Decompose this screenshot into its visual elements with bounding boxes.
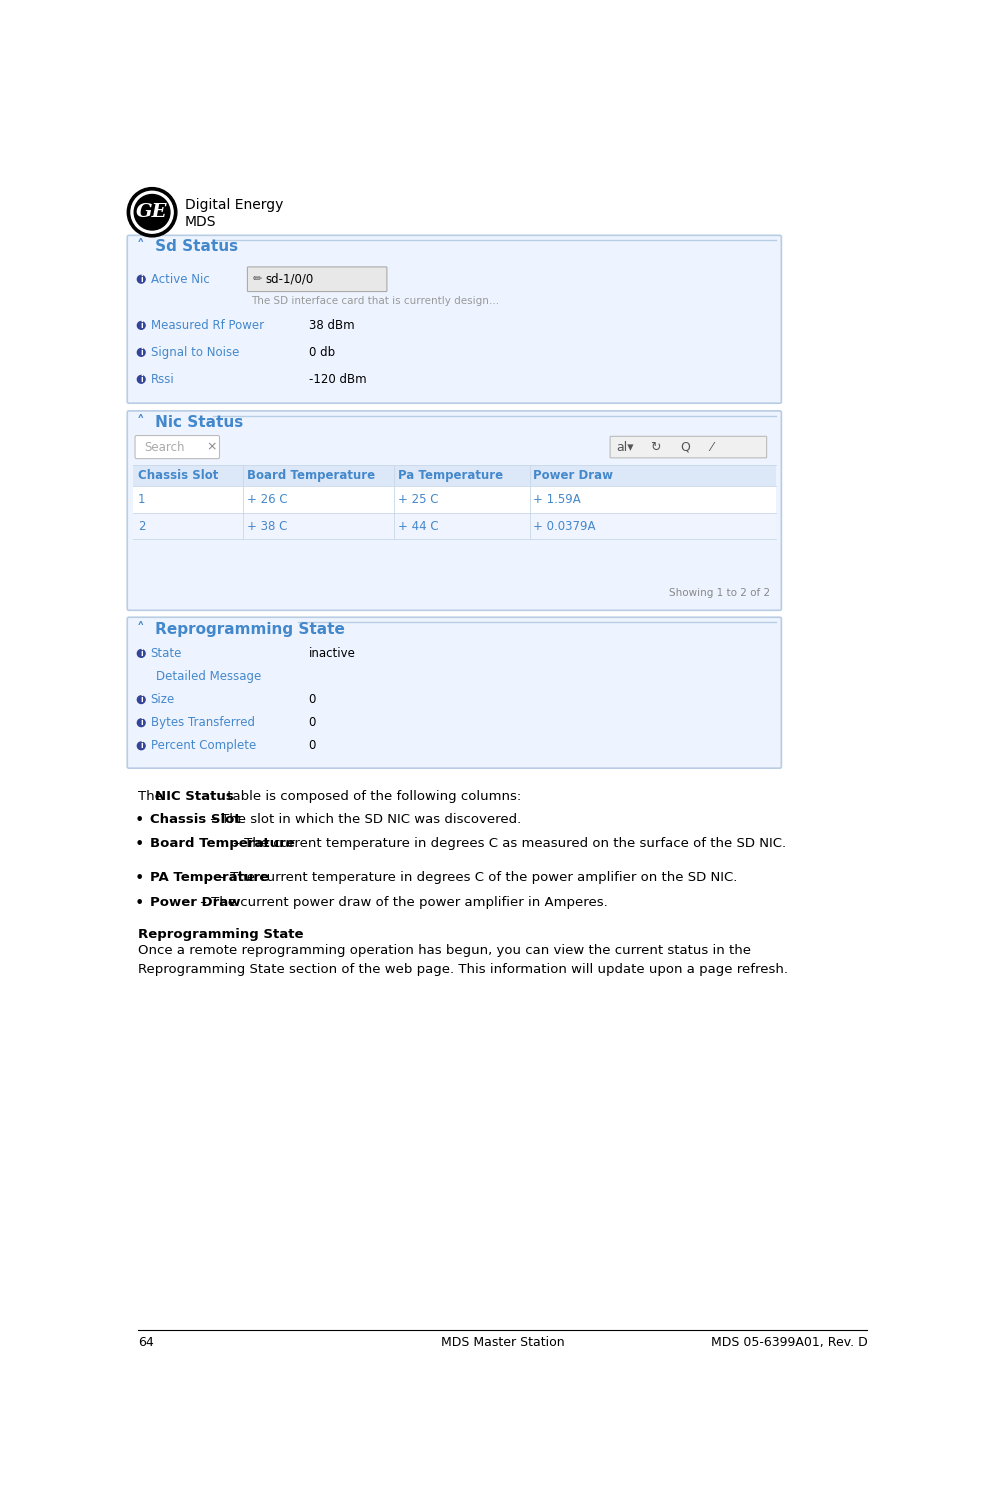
Text: i: i <box>140 375 142 384</box>
Text: ˄  Sd Status: ˄ Sd Status <box>136 239 237 254</box>
Text: The SD interface card that is currently design…: The SD interface card that is currently … <box>251 296 499 305</box>
Text: ˄  Reprogramming State: ˄ Reprogramming State <box>136 621 344 637</box>
Text: Size: Size <box>150 692 175 706</box>
Text: 0 db: 0 db <box>309 346 335 358</box>
FancyBboxPatch shape <box>128 617 782 768</box>
Text: + 1.59A: + 1.59A <box>534 493 581 505</box>
Text: Board Temperature: Board Temperature <box>246 469 375 482</box>
Text: + 38 C: + 38 C <box>246 520 287 532</box>
Text: 0: 0 <box>309 692 316 706</box>
FancyBboxPatch shape <box>132 464 776 485</box>
Text: 64: 64 <box>138 1337 154 1349</box>
Text: Search: Search <box>144 440 184 454</box>
Text: i: i <box>140 321 142 330</box>
Text: 2: 2 <box>138 520 145 532</box>
Text: + 44 C: + 44 C <box>397 520 439 532</box>
Text: i: i <box>140 696 142 705</box>
FancyBboxPatch shape <box>128 411 782 611</box>
Text: Board Temperature: Board Temperature <box>150 838 294 850</box>
Circle shape <box>137 349 145 357</box>
Text: i: i <box>140 718 142 727</box>
Circle shape <box>137 718 145 727</box>
Text: Once a remote reprogramming operation has begun, you can view the current status: Once a remote reprogramming operation ha… <box>138 943 788 975</box>
Text: State: State <box>150 647 181 659</box>
Text: inactive: inactive <box>309 647 355 659</box>
FancyBboxPatch shape <box>129 237 780 259</box>
FancyBboxPatch shape <box>610 437 766 458</box>
Text: Active Nic: Active Nic <box>150 272 209 286</box>
Text: Signal to Noise: Signal to Noise <box>150 346 239 358</box>
Text: i: i <box>140 741 142 750</box>
Text: Power Draw: Power Draw <box>150 897 240 909</box>
Text: MDS Master Station: MDS Master Station <box>440 1337 565 1349</box>
Text: – The current temperature in degrees C as measured on the surface of the SD NIC.: – The current temperature in degrees C a… <box>229 838 786 850</box>
Circle shape <box>128 187 177 237</box>
Circle shape <box>137 275 145 283</box>
Text: + 25 C: + 25 C <box>397 493 439 505</box>
Text: •: • <box>135 838 144 853</box>
Text: ⁄: ⁄ <box>710 440 712 454</box>
Text: + 26 C: + 26 C <box>246 493 287 505</box>
Text: 1: 1 <box>138 493 145 505</box>
FancyBboxPatch shape <box>128 236 782 404</box>
Text: Percent Complete: Percent Complete <box>150 739 256 753</box>
Text: – The current temperature in degrees C of the power amplifier on the SD NIC.: – The current temperature in degrees C o… <box>215 871 738 883</box>
Text: – The current power draw of the power amplifier in Amperes.: – The current power draw of the power am… <box>196 897 608 909</box>
Text: i: i <box>140 275 142 284</box>
Text: ✏: ✏ <box>253 274 262 284</box>
Text: MDS 05-6399A01, Rev. D: MDS 05-6399A01, Rev. D <box>710 1337 867 1349</box>
Text: ˄  Nic Status: ˄ Nic Status <box>136 414 243 429</box>
Text: Bytes Transferred: Bytes Transferred <box>150 717 254 729</box>
Circle shape <box>134 195 170 230</box>
FancyBboxPatch shape <box>132 485 776 513</box>
Circle shape <box>137 375 145 383</box>
Text: MDS: MDS <box>184 215 216 230</box>
FancyBboxPatch shape <box>135 435 220 458</box>
Text: Detailed Message: Detailed Message <box>156 670 261 683</box>
Text: i: i <box>140 348 142 357</box>
Text: Chassis Slot: Chassis Slot <box>138 469 219 482</box>
FancyBboxPatch shape <box>247 268 387 292</box>
Text: Measured Rf Power: Measured Rf Power <box>150 319 264 333</box>
Text: GE: GE <box>136 203 168 221</box>
Text: ×: × <box>206 440 217 454</box>
Text: Showing 1 to 2 of 2: Showing 1 to 2 of 2 <box>669 588 770 599</box>
Text: Q: Q <box>681 440 691 454</box>
Text: Pa Temperature: Pa Temperature <box>397 469 503 482</box>
Text: -120 dBm: -120 dBm <box>309 373 366 386</box>
Text: •: • <box>135 813 144 829</box>
Text: •: • <box>135 897 144 912</box>
Text: PA Temperature: PA Temperature <box>150 871 269 883</box>
Circle shape <box>137 322 145 330</box>
Text: The: The <box>138 789 167 803</box>
Text: Digital Energy: Digital Energy <box>184 198 283 212</box>
Circle shape <box>137 696 145 703</box>
Text: Chassis Slot: Chassis Slot <box>150 813 240 826</box>
Text: Reprogramming State: Reprogramming State <box>138 928 304 942</box>
Text: 0: 0 <box>309 739 316 753</box>
Text: + 0.0379A: + 0.0379A <box>534 520 595 532</box>
Circle shape <box>137 650 145 658</box>
Text: 0: 0 <box>309 717 316 729</box>
Text: Rssi: Rssi <box>150 373 175 386</box>
Text: NIC Status: NIC Status <box>155 789 233 803</box>
Text: Power Draw: Power Draw <box>534 469 613 482</box>
FancyBboxPatch shape <box>132 513 776 540</box>
Text: i: i <box>140 649 142 658</box>
Circle shape <box>131 192 174 233</box>
Text: •: • <box>135 871 144 886</box>
Text: 38 dBm: 38 dBm <box>309 319 354 333</box>
Text: al▾: al▾ <box>616 440 634 454</box>
Text: sd-1/0/0: sd-1/0/0 <box>265 272 314 286</box>
Circle shape <box>137 742 145 750</box>
Text: – The slot in which the SD NIC was discovered.: – The slot in which the SD NIC was disco… <box>206 813 521 826</box>
Text: ↻: ↻ <box>649 440 660 454</box>
Text: table is composed of the following columns:: table is composed of the following colum… <box>224 789 522 803</box>
